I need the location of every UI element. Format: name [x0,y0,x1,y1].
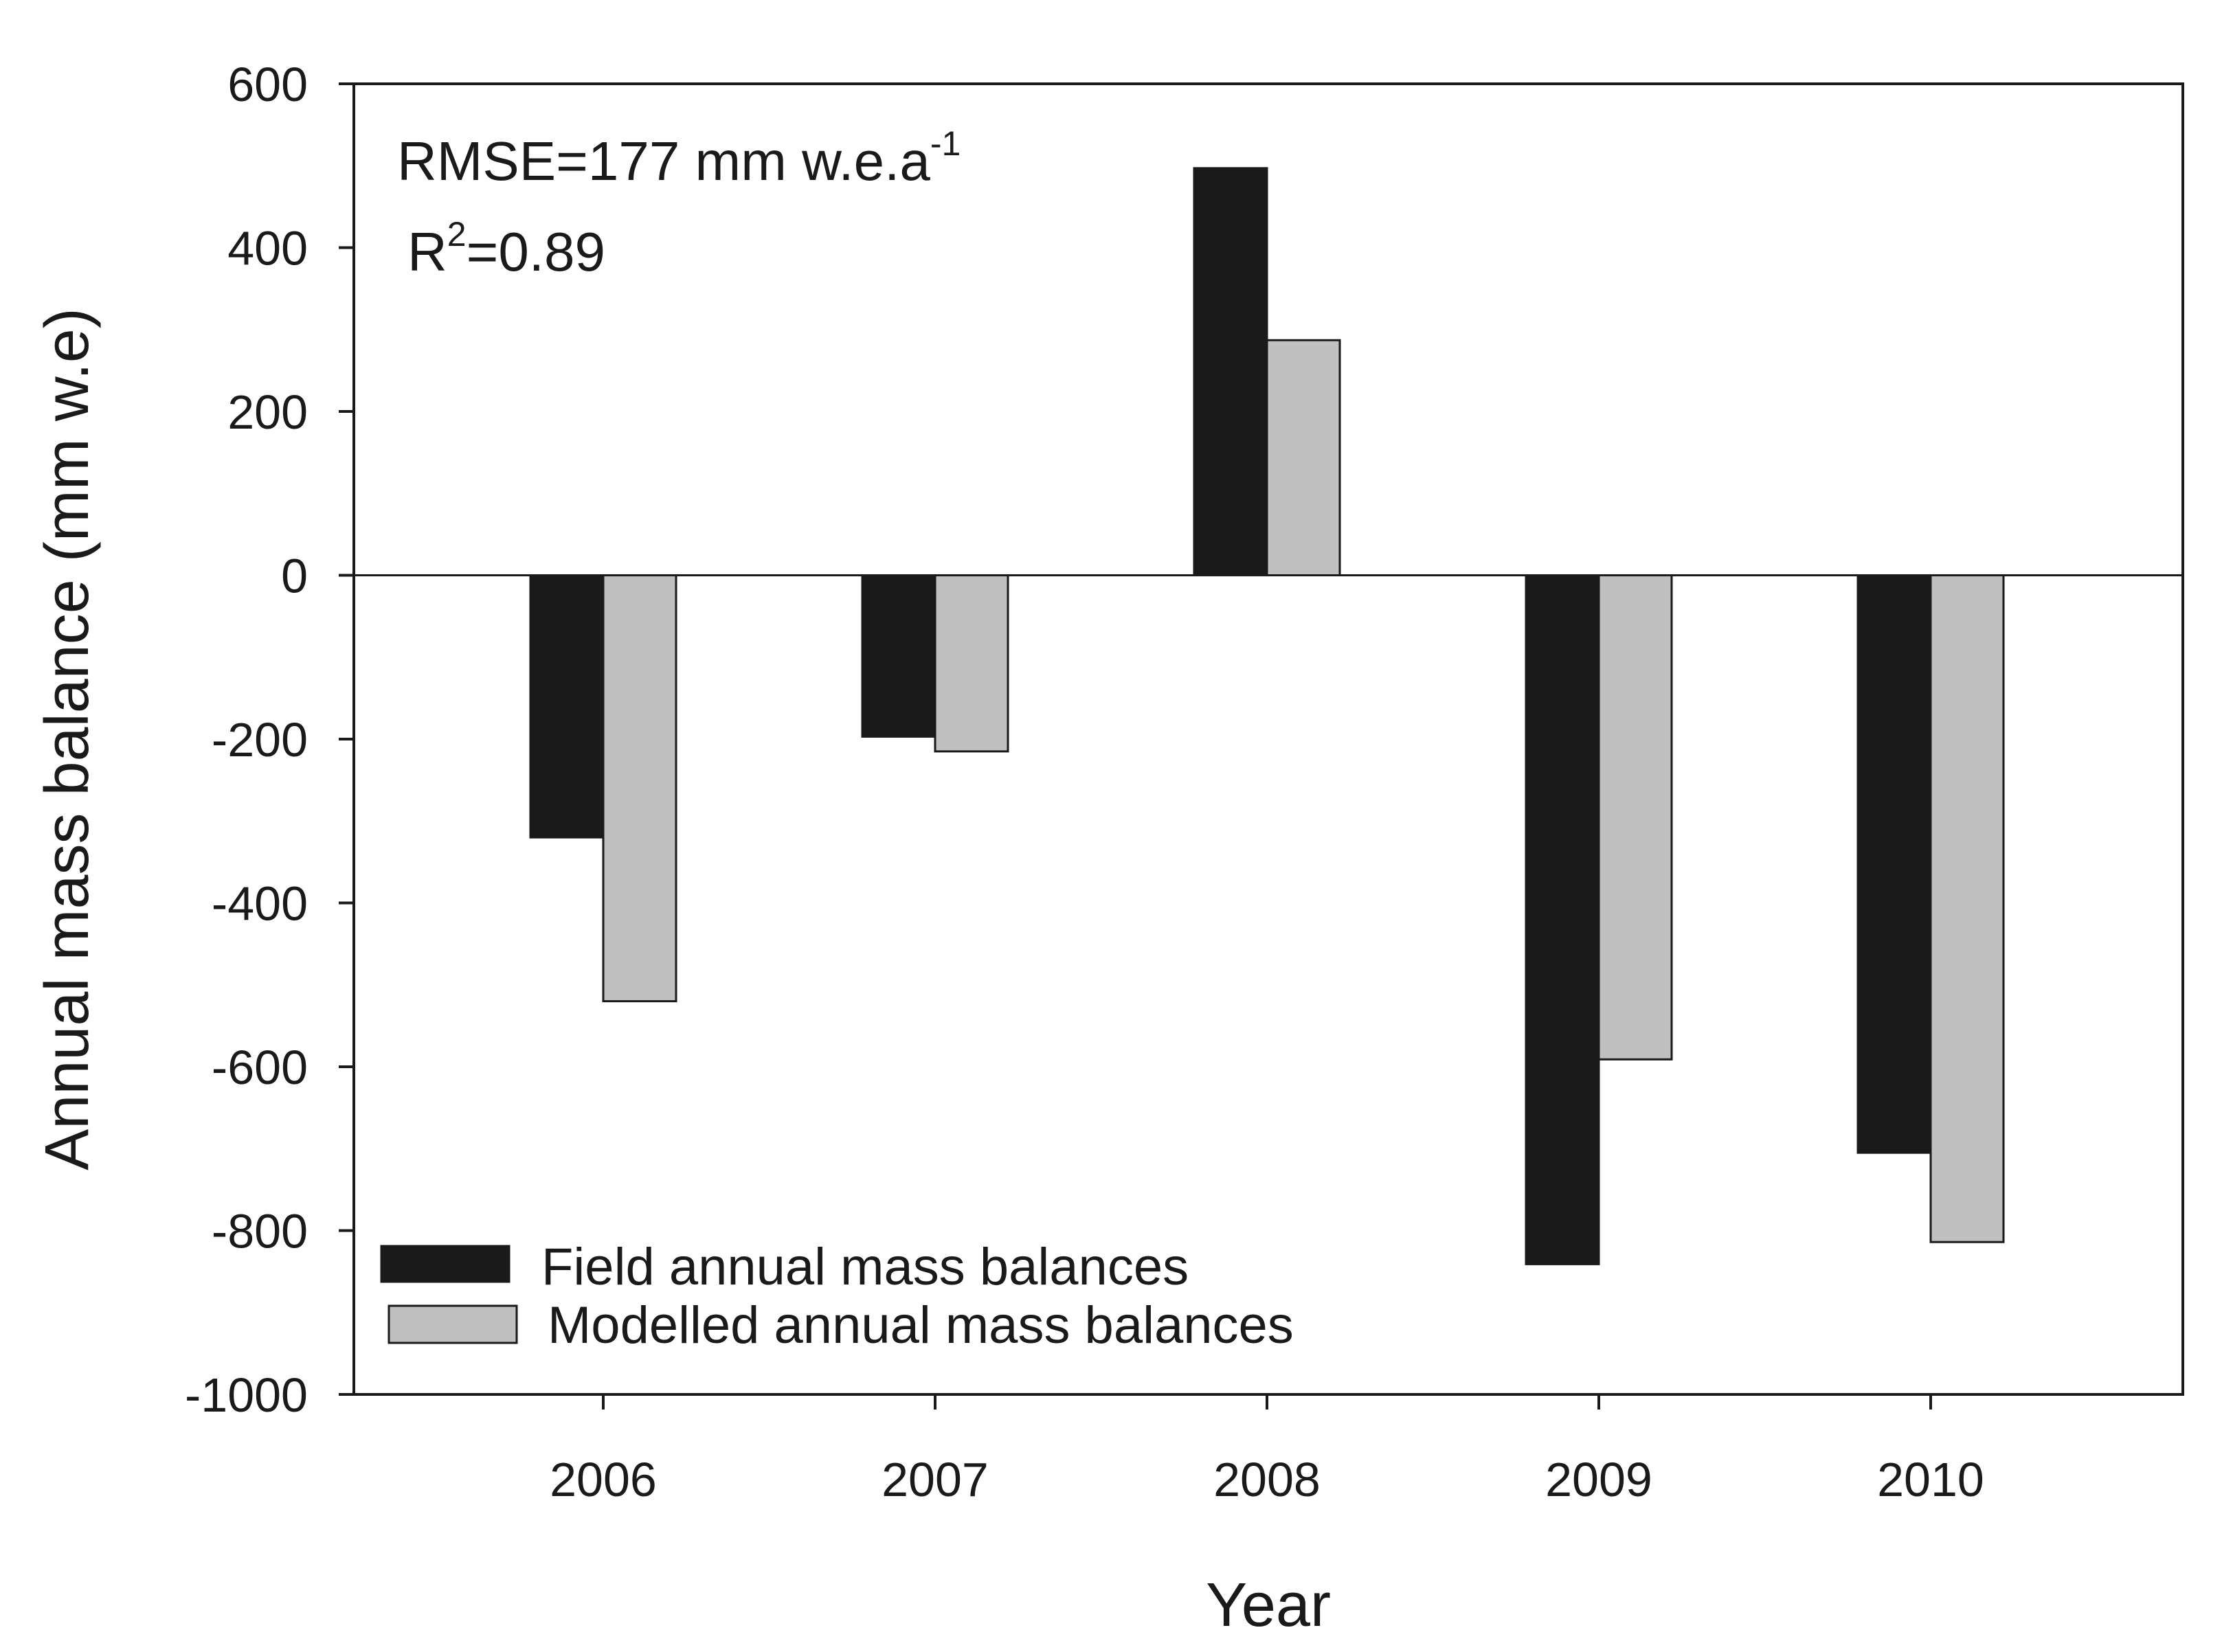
r2-superscript: 2 [447,215,467,253]
y-axis-ticks: 600 400 200 0 -200 -400 -600 -800 -1000 [185,58,354,1422]
y-tick-label: 600 [227,58,308,111]
x-tick-label: 2009 [1545,1453,1652,1506]
legend-swatch-modelled [388,1304,518,1344]
x-tick-label: 2006 [550,1453,657,1506]
y-tick-label: -400 [212,877,308,931]
x-tick-label: 2008 [1213,1453,1321,1506]
x-tick-label: 2010 [1877,1453,1984,1506]
r2-value: =0.89 [467,221,605,282]
x-axis-ticks: 2006 2007 2008 2009 2010 [550,1394,1984,1506]
bar-field [861,574,936,738]
legend-label-modelled: Modelled annual mass balances [548,1296,1294,1355]
y-tick-label: -200 [212,713,308,767]
bar-modelled [1266,339,1341,576]
bar-field [1525,574,1600,1265]
bar-field [529,574,605,839]
bar-marks [529,167,2005,1265]
bar-field [1193,167,1268,576]
bar-modelled [1929,574,2005,1243]
y-tick-label: -1000 [185,1368,308,1422]
r2-annotation: R2=0.89 [407,215,605,282]
bar-modelled [602,574,677,1003]
rmse-annotation: RMSE=177 mm w.e.a-1 [397,124,961,192]
rmse-superscript: -1 [930,124,961,163]
y-tick-label: -600 [212,1041,308,1094]
legend-swatch-field [380,1245,510,1283]
x-tick-label: 2007 [882,1453,989,1506]
r2-letter: R [407,221,447,282]
y-tick-label: 200 [227,385,308,439]
legend-label-field: Field annual mass balances [541,1238,1189,1296]
bar-modelled [1597,574,1673,1061]
y-tick-label: 0 [281,550,308,603]
y-axis-title: Annual mass balance (mm w.e) [33,308,102,1170]
y-tick-label: 400 [227,222,308,275]
rmse-text: RMSE=177 mm w.e.a [397,131,930,192]
y-tick-label: -800 [212,1205,308,1258]
bar-field [1856,574,1932,1154]
bar-modelled [934,574,1009,753]
x-axis-title: Year [1206,1571,1331,1640]
legend: Field annual mass balances Modelled annu… [380,1238,1294,1355]
